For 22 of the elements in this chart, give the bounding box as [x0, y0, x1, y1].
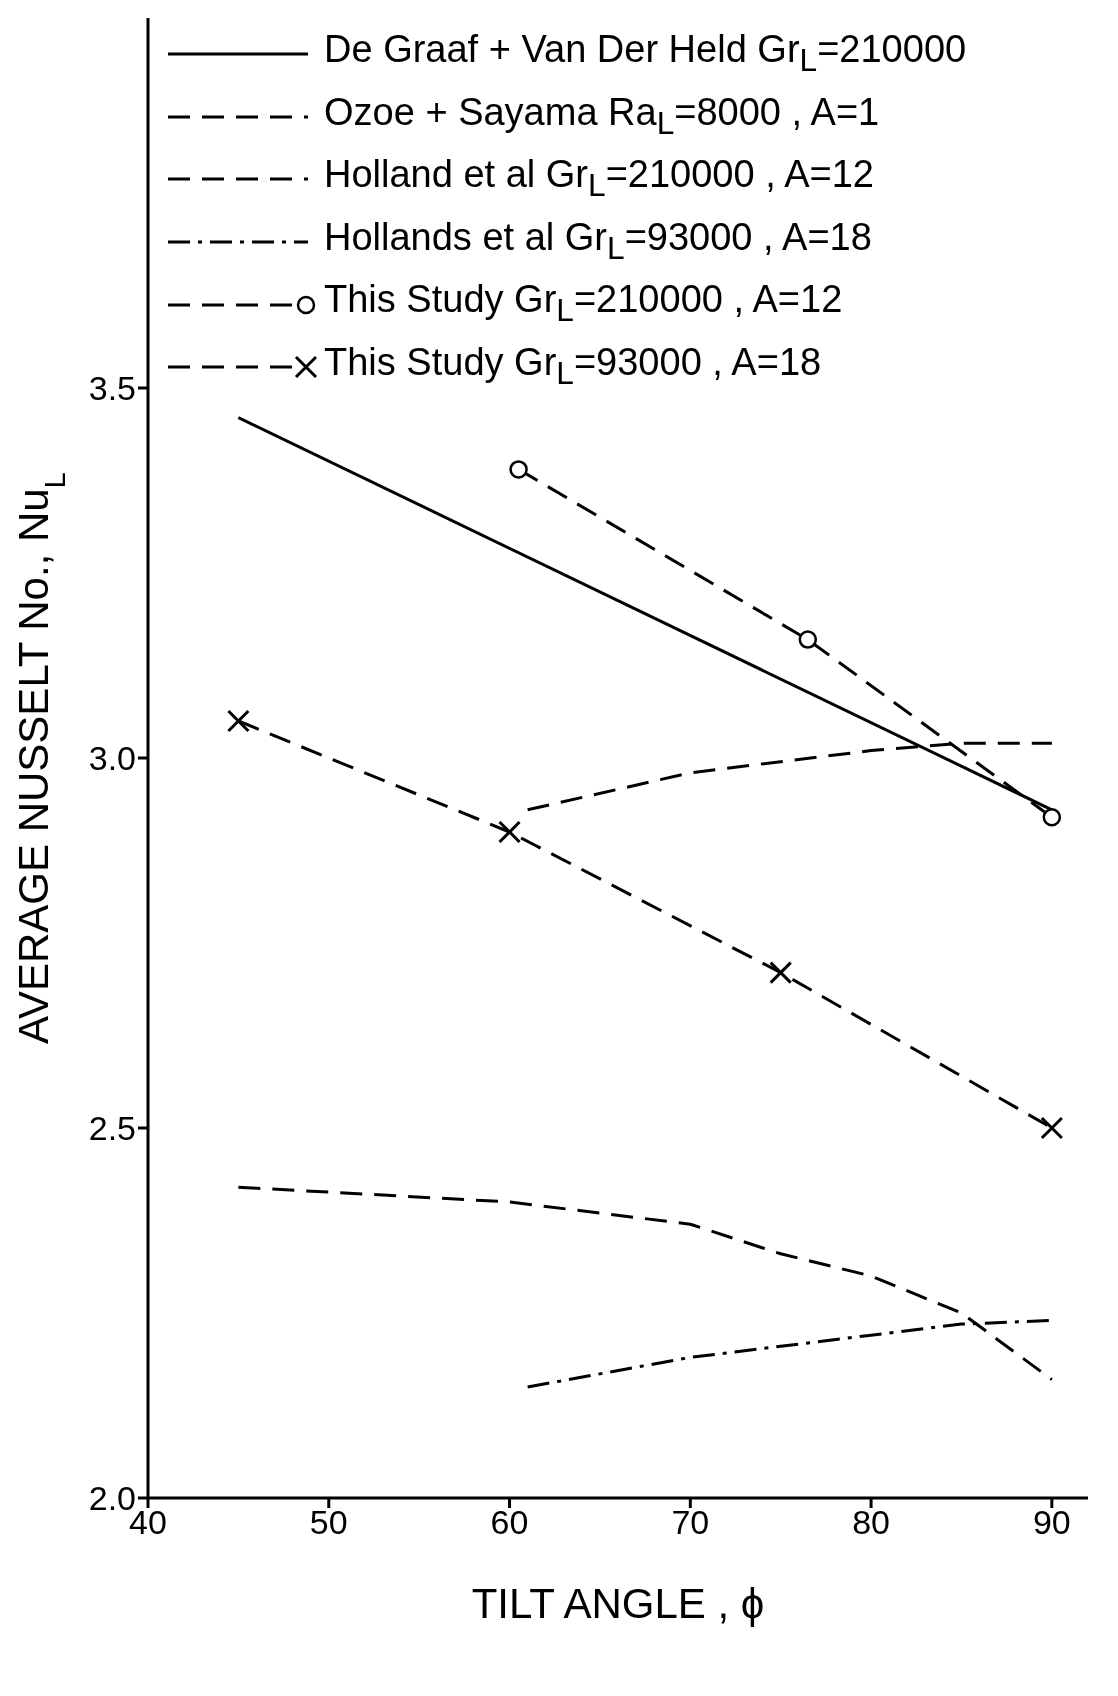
legend-label: De Graaf + Van Der Held Gr$_{L}$=210000 [324, 27, 967, 80]
y-tick-label: 3.5 [88, 369, 136, 408]
x-tick-label: 90 [1032, 1503, 1071, 1542]
point [798, 630, 818, 649]
x-axis-title: TILT ANGLE , ϕ [471, 1580, 765, 1627]
legend-label: Hollands et al Gr$_{L}$=93000 , A=18 [324, 214, 872, 268]
x-tick-label: 70 [671, 1503, 710, 1542]
legend-label: Holland et al Gr$_{L}$=210000 , A=12 [324, 152, 874, 205]
point [509, 460, 528, 479]
point [1040, 1116, 1064, 1140]
legend-label: This Study Gr$_{L}$=93000 , A=18 [324, 339, 822, 393]
x-tick-label: 80 [852, 1503, 890, 1542]
point [226, 709, 250, 733]
x-tick-label: 60 [490, 1503, 529, 1542]
point [1042, 807, 1062, 827]
y-tick-label: 2.5 [88, 1109, 136, 1148]
x-tick-label: 50 [309, 1503, 348, 1542]
y-tick-label: 3.0 [88, 739, 136, 778]
legend-label: This Study Gr$_{L}$=210000 , A=12 [324, 277, 843, 330]
point [769, 961, 793, 985]
point [498, 820, 522, 844]
legend-label: Ozoe + Sayama Ra$_{L}$=8000 , A=1 [324, 89, 880, 143]
